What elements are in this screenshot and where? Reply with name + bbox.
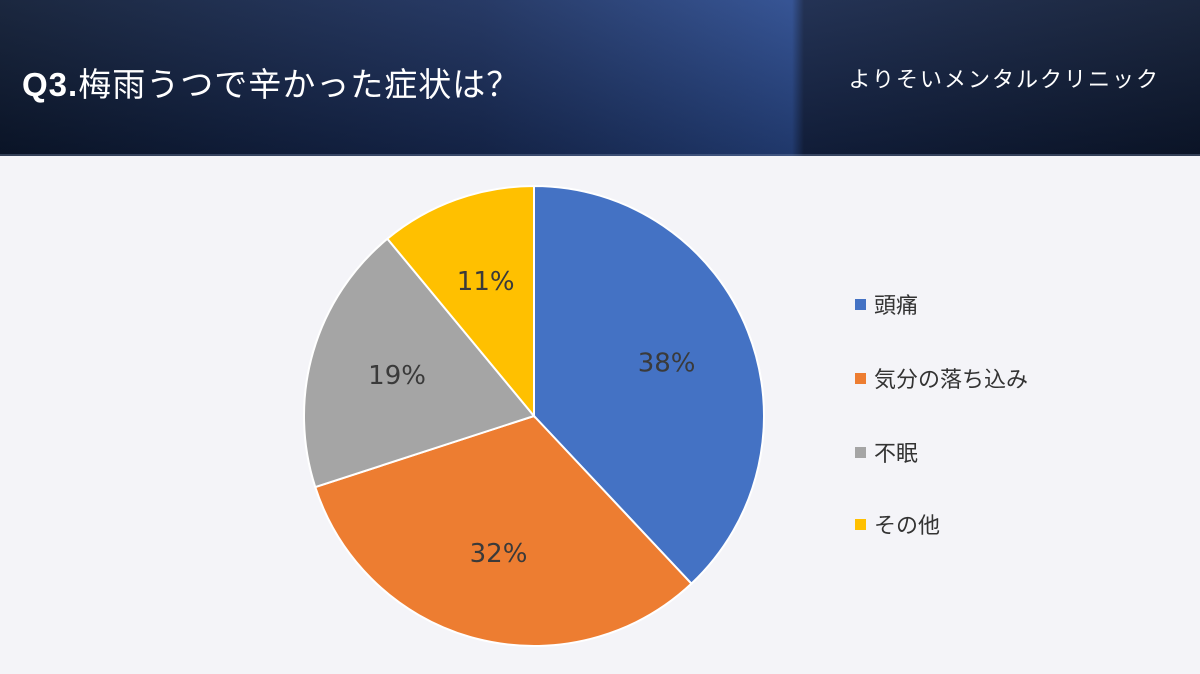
clinic-name: よりそいメンタルクリニック (848, 68, 1160, 93)
page-title: Q3.梅雨うつで辛かった症状は？ (22, 58, 520, 106)
data-label: 11% (457, 267, 515, 297)
legend-item: 頭痛 (855, 290, 919, 319)
question-text: 梅雨うつで辛かった症状は？ (78, 65, 521, 104)
pie-slice (533, 184, 765, 586)
legend-label: 不眠 (874, 442, 919, 467)
pie-slice (313, 414, 693, 647)
legend-label: 頭痛 (874, 294, 919, 319)
question-number: Q3. (22, 66, 79, 103)
legend-swatch (855, 446, 866, 458)
legend-swatch (855, 518, 866, 530)
data-label: 32% (470, 539, 528, 569)
pie-slice (385, 184, 535, 419)
pie-chart: 38% 32% 19% 11% (303, 184, 765, 647)
legend-label: 気分の落ち込み (874, 368, 1029, 393)
header-shading (0, 0, 1200, 156)
pie-slice (303, 237, 536, 489)
legend-item: 気分の落ち込み (855, 364, 1029, 393)
data-label: 19% (368, 361, 426, 391)
legend-swatch (855, 372, 866, 384)
legend-swatch (855, 298, 866, 310)
header-banner: Q3.梅雨うつで辛かった症状は？ よりそいメンタルクリニック (0, 0, 1200, 156)
legend-label: その他 (874, 514, 941, 539)
header-divider (0, 154, 1200, 156)
legend-item: その他 (855, 510, 941, 539)
data-label: 38% (638, 349, 696, 379)
legend-item: 不眠 (855, 438, 919, 467)
